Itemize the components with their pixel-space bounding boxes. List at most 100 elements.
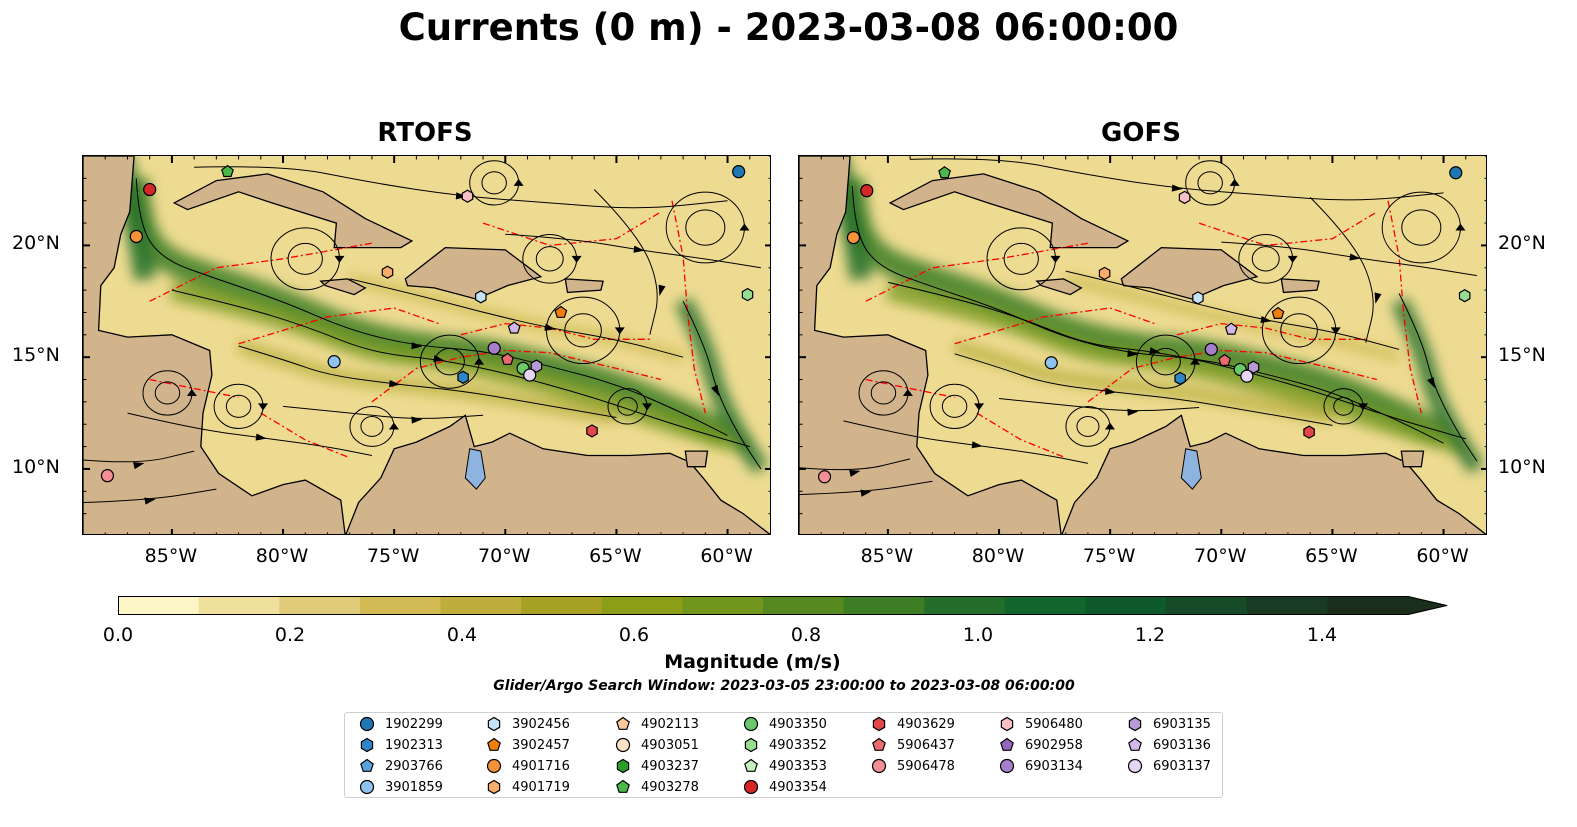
x-tick-label: 85°W — [144, 545, 198, 567]
legend-label: 4903353 — [769, 758, 827, 774]
legend-entry: 6902958 — [999, 736, 1083, 754]
legend-entry: 4903278 — [615, 778, 699, 796]
legend-marker-icon — [744, 737, 758, 753]
y-tick-label-right: 20°N — [1498, 232, 1546, 255]
legend-entry: 4903350 — [743, 715, 827, 733]
float-marker-6903134 — [1204, 342, 1218, 356]
lake-maracaibo — [1180, 448, 1202, 490]
float-marker-4903278 — [938, 166, 952, 179]
float-marker-4903354 — [860, 184, 874, 198]
float-marker-5906478 — [100, 469, 115, 483]
legend-label: 4903352 — [769, 737, 827, 753]
x-tick-label: 65°W — [1305, 545, 1358, 567]
y-tick-label-left: 15°N — [12, 344, 60, 367]
legend-label: 4901716 — [512, 758, 570, 774]
colorbar-segment — [1085, 596, 1167, 615]
streamlines — [83, 160, 762, 505]
colorbar-segment — [682, 596, 764, 615]
float-marker-6903134 — [487, 341, 501, 355]
colorbar-tick-label: 0.2 — [274, 624, 306, 646]
legend-label: 3901859 — [385, 779, 443, 795]
legend-label: 4903629 — [897, 716, 955, 732]
x-tick-label: 60°W — [700, 545, 753, 567]
legend-marker-icon — [1000, 737, 1014, 751]
eez-boundaries — [149, 200, 706, 459]
legend-label: 4903354 — [769, 779, 827, 795]
float-marker-4903352 — [741, 287, 754, 302]
legend-label: 3902457 — [512, 737, 570, 753]
legend-entry: 1902313 — [359, 736, 443, 754]
legend-label: 6903135 — [1153, 716, 1211, 732]
float-legend: 1902299 1902313 2903766 3901859 3902456 39024… — [344, 712, 1223, 798]
legend-marker-icon — [486, 758, 502, 774]
legend-marker-icon — [1128, 716, 1142, 732]
float-marker-3902457 — [554, 305, 568, 318]
colorbar-segment — [601, 596, 683, 615]
legend-entry: 4903354 — [743, 778, 827, 796]
legend-entry: 4903051 — [615, 736, 699, 754]
map-ticks — [799, 156, 1486, 534]
colorbar-extend-arrow — [1408, 596, 1448, 615]
colorbar-segment — [279, 596, 361, 615]
legend-marker-icon — [999, 758, 1015, 774]
float-marker-1902313 — [1174, 371, 1186, 386]
x-tick-label: 80°W — [255, 545, 309, 567]
legend-marker-icon — [743, 716, 759, 732]
float-marker-3901859 — [327, 355, 341, 369]
legend-label: 1902313 — [385, 737, 443, 753]
legend-entry: 6903136 — [1127, 736, 1211, 754]
legend-marker-icon — [1128, 737, 1142, 751]
legend-entry: 3901859 — [359, 778, 443, 796]
rtofs-current-map[interactable] — [82, 155, 771, 535]
legend-entry: 6903135 — [1127, 715, 1211, 733]
legend-label: 6903136 — [1153, 737, 1211, 753]
legend-entry: 3902457 — [486, 736, 570, 754]
x-tick-label: 80°W — [971, 545, 1025, 567]
legend-label: 5906480 — [1025, 716, 1083, 732]
gofs-current-map[interactable] — [798, 155, 1487, 535]
legend-entry: 6903134 — [999, 757, 1083, 775]
y-tick-label-right: 10°N — [1498, 455, 1546, 478]
lake-maracaibo — [464, 448, 486, 490]
colorbar-segment — [198, 596, 280, 615]
float-marker-5906480 — [1178, 190, 1191, 205]
legend-entry: 5906480 — [999, 715, 1083, 733]
float-marker-4901716 — [846, 230, 861, 245]
x-tick-label: 60°W — [1416, 545, 1469, 567]
legend-label: 6903134 — [1025, 758, 1083, 774]
colorbar-tick-label: 1.2 — [1134, 624, 1166, 646]
legend-marker-icon — [616, 779, 630, 793]
legend-marker-icon — [744, 758, 758, 772]
colorbar-segment — [1327, 596, 1409, 615]
colorbar-segment — [440, 596, 522, 615]
y-tick-label-left: 10°N — [12, 455, 60, 478]
colorbar-segment — [359, 596, 441, 615]
legend-marker-icon — [487, 716, 501, 732]
legend-label: 6903137 — [1153, 758, 1211, 774]
legend-entry: 2903766 — [359, 757, 443, 775]
figure-title: Currents (0 m) - 2023-03-08 06:00:00 — [398, 6, 1179, 49]
float-marker-5906437 — [501, 352, 514, 365]
map-ticks — [83, 156, 770, 534]
legend-entry: 3902456 — [486, 715, 570, 733]
colorbar-segment — [118, 596, 200, 615]
colorbar-tick-label: 1.0 — [962, 624, 994, 646]
colorbar-segment — [843, 596, 925, 615]
colorbar-label: Magnitude (m/s) — [664, 651, 841, 673]
float-marker-1902299 — [732, 165, 746, 179]
legend-label: 6902958 — [1025, 737, 1083, 753]
float-marker-4901719 — [381, 265, 394, 279]
legend-marker-icon — [616, 716, 630, 730]
legend-marker-icon — [359, 716, 375, 732]
legend-marker-icon — [1000, 716, 1014, 732]
panel-title-rtofs: RTOFS — [377, 118, 473, 148]
colorbar-tick-label: 0.8 — [790, 624, 822, 646]
legend-marker-icon — [616, 758, 630, 774]
legend-marker-icon — [615, 737, 631, 753]
legend-entry: 4903237 — [615, 757, 699, 775]
legend-label: 4903051 — [641, 737, 699, 753]
colorbar-segment — [521, 596, 603, 615]
legend-entry: 5906478 — [871, 757, 955, 775]
legend-label: 3902456 — [512, 716, 570, 732]
float-marker-6903135 — [530, 359, 543, 373]
